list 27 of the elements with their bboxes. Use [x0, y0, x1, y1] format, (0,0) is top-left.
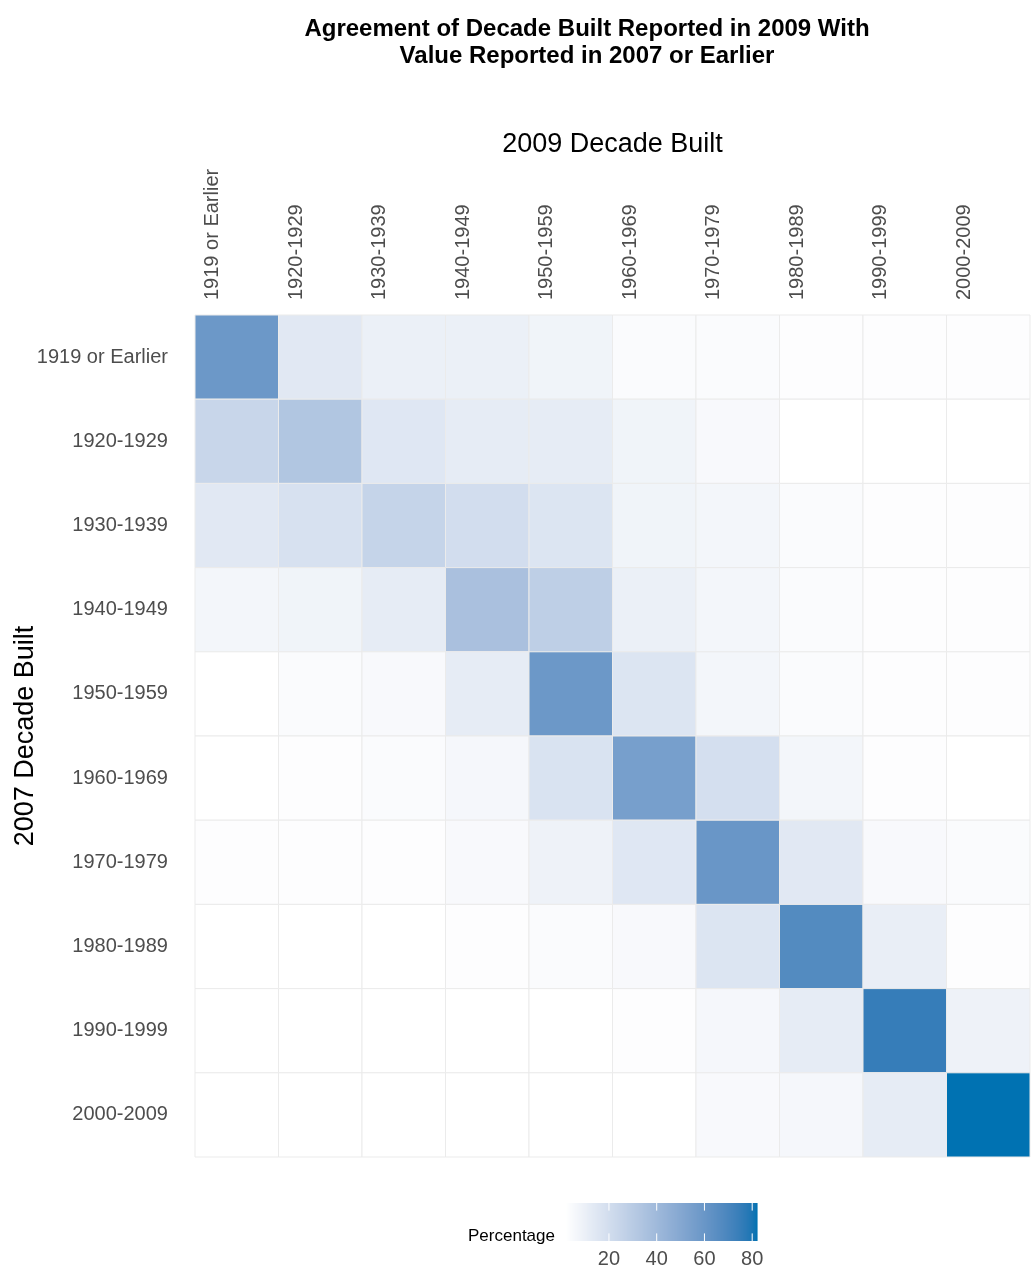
y-tick-label: 2000-2009	[72, 1102, 168, 1125]
y-tick-label: 1950-1959	[72, 681, 168, 704]
x-tick-label: 1920-1929	[283, 204, 306, 300]
y-tick-label: 1960-1969	[72, 765, 168, 788]
color-bar-label: 80	[741, 1247, 764, 1269]
y-tick-label: 1970-1979	[72, 849, 168, 872]
x-tick-label: 1950-1959	[534, 204, 557, 300]
chart-title: Agreement of Decade Built Reported in 2009 With Value Reported in 2007 or Earlier	[304, 14, 870, 68]
y-axis-title: 2007 Decade Built	[9, 625, 39, 847]
y-tick-label: 1940-1949	[72, 597, 168, 620]
y-tick-label: 1930-1939	[72, 513, 168, 536]
y-tick-label: 1919 or Earlier	[36, 344, 169, 367]
x-axis-title: 2009 Decade Built	[502, 128, 724, 158]
x-tick-label: 2000-2009	[951, 204, 974, 300]
color-bar-label: 20	[597, 1247, 621, 1269]
y-tick-label: 1920-1929	[72, 428, 168, 451]
x-tick-label: 1960-1969	[617, 204, 640, 300]
color-bar-title: Percentage	[468, 1225, 555, 1245]
x-tick-label: 1990-1999	[868, 204, 891, 300]
color-bar-label: 60	[693, 1247, 716, 1269]
x-tick-label: 1970-1979	[701, 204, 724, 300]
x-tick-label: 1940-1949	[450, 204, 473, 300]
x-tick-label: 1980-1989	[784, 204, 807, 300]
y-tick-label: 1990-1999	[72, 1018, 168, 1041]
x-tick-label: 1930-1939	[367, 204, 390, 300]
y-tick-label: 1980-1989	[72, 934, 168, 957]
color-bar-label: 40	[645, 1247, 668, 1269]
